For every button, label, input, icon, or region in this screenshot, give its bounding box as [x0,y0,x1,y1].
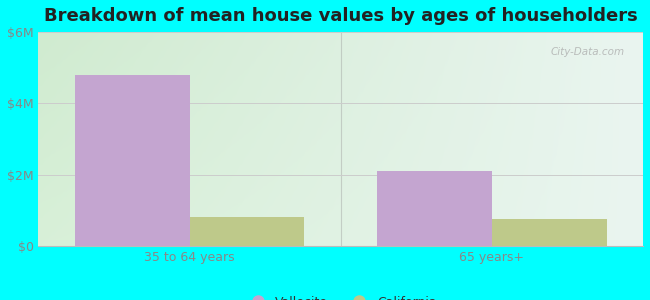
Bar [190,218,304,246]
Legend: Vallecito, California: Vallecito, California [240,291,441,300]
Title: Breakdown of mean house values by ages of householders: Breakdown of mean house values by ages o… [44,7,638,25]
Bar [492,219,607,246]
Bar [75,75,190,246]
Bar [377,171,492,246]
Text: City-Data.com: City-Data.com [551,47,625,57]
